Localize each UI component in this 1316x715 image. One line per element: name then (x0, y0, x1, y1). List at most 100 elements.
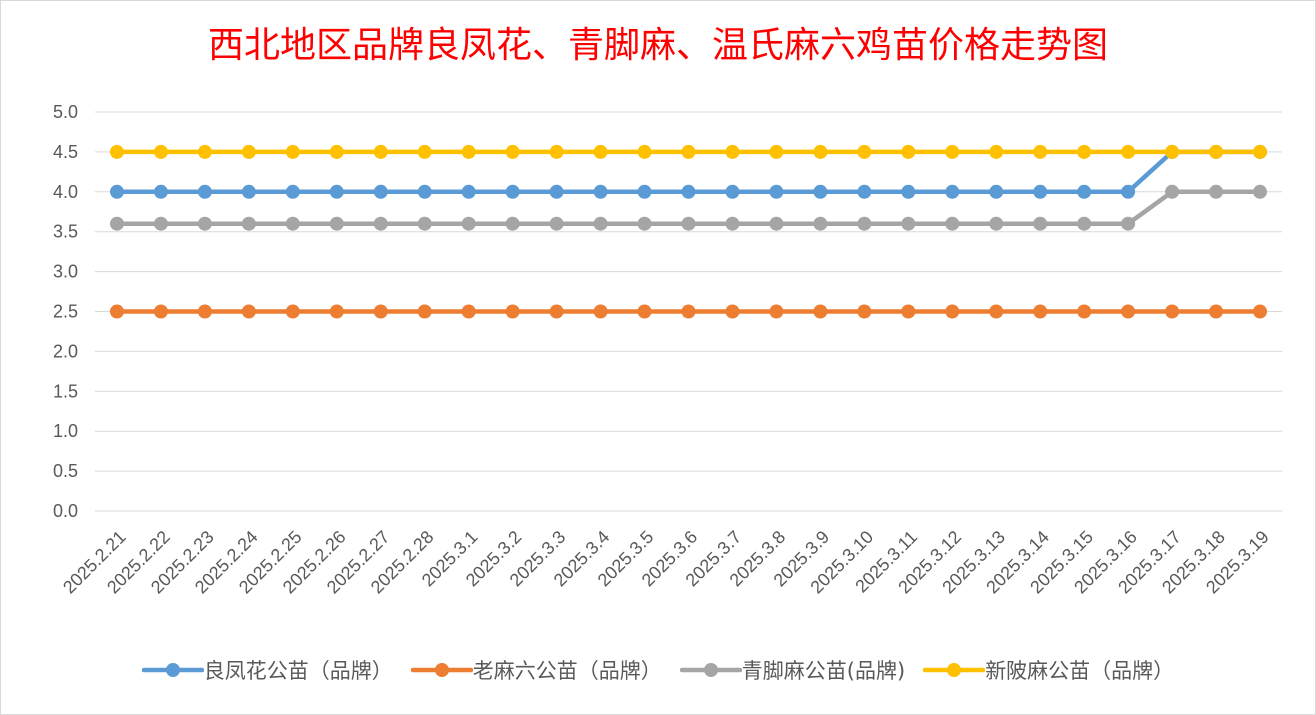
legend-label: 老麻六公苗（品牌） (472, 659, 662, 683)
data-point (769, 184, 784, 199)
data-point (1121, 184, 1136, 199)
data-point (329, 304, 344, 319)
data-point (1077, 304, 1092, 319)
data-point (857, 144, 872, 159)
data-point (813, 144, 828, 159)
data-point (241, 144, 256, 159)
data-point (417, 184, 432, 199)
data-point (241, 216, 256, 231)
data-point (769, 304, 784, 319)
series-lines (109, 144, 1268, 319)
data-point (857, 216, 872, 231)
data-point (1121, 216, 1136, 231)
data-point (505, 144, 520, 159)
data-point (505, 216, 520, 231)
data-point (989, 304, 1004, 319)
data-point (1165, 304, 1180, 319)
data-point (593, 304, 608, 319)
data-point (373, 184, 388, 199)
data-point (593, 216, 608, 231)
data-point (681, 304, 696, 319)
data-point (1121, 304, 1136, 319)
data-point (1077, 184, 1092, 199)
data-point (549, 216, 564, 231)
data-point (197, 144, 212, 159)
data-point (461, 184, 476, 199)
data-point (1077, 144, 1092, 159)
data-point (1209, 184, 1224, 199)
data-point (1033, 184, 1048, 199)
data-point (813, 216, 828, 231)
data-point (285, 304, 300, 319)
y-tick-label: 4.0 (53, 182, 78, 202)
legend-label: 青脚麻公苗(品牌) (741, 659, 906, 683)
data-point (1077, 216, 1092, 231)
legend-item: 新陂麻公苗（品牌） (923, 655, 1174, 685)
data-point (329, 144, 344, 159)
data-point (241, 184, 256, 199)
legend-item: 良凤花公苗（品牌） (141, 655, 393, 685)
data-point (505, 184, 520, 199)
data-point (1209, 144, 1224, 159)
data-point (637, 216, 652, 231)
y-tick-label: 2.5 (53, 302, 78, 322)
data-point (901, 144, 916, 159)
data-point (417, 216, 432, 231)
data-point (901, 216, 916, 231)
data-point (945, 216, 960, 231)
x-axis-ticks: 2025.2.212025.2.222025.2.232025.2.242025… (59, 527, 1273, 598)
data-point (153, 304, 168, 319)
y-tick-label: 3.0 (53, 262, 78, 282)
data-point (549, 304, 564, 319)
data-point (1033, 216, 1048, 231)
y-axis-ticks: 0.0 0.5 1.0 1.5 2.0 2.5 3.0 3.5 4.0 4.5 5.0 (53, 102, 78, 521)
data-point (769, 144, 784, 159)
data-point (989, 184, 1004, 199)
data-point (901, 184, 916, 199)
data-point (725, 304, 740, 319)
data-point (373, 216, 388, 231)
data-point (1253, 144, 1268, 159)
data-point (153, 144, 168, 159)
legend-label: 新陂麻公苗（品牌） (985, 659, 1175, 683)
data-point (197, 216, 212, 231)
data-point (725, 216, 740, 231)
data-point (505, 304, 520, 319)
y-tick-label: 3.5 (53, 222, 78, 242)
data-point (813, 184, 828, 199)
data-point (461, 144, 476, 159)
data-point (857, 304, 872, 319)
data-point (417, 144, 432, 159)
data-point (109, 184, 124, 199)
y-tick-label: 2.0 (53, 341, 78, 361)
data-point (373, 144, 388, 159)
data-point (153, 216, 168, 231)
chart-title: 西北地区品牌良凤花、青脚麻、温氏麻六鸡苗价格走势图 (207, 25, 1108, 66)
data-point (1121, 144, 1136, 159)
data-point (461, 304, 476, 319)
data-point (945, 144, 960, 159)
data-point (285, 216, 300, 231)
data-point (901, 304, 916, 319)
data-point (373, 304, 388, 319)
data-point (197, 304, 212, 319)
y-tick-label: 0.5 (53, 461, 78, 481)
legend-marker (141, 663, 204, 677)
y-tick-label: 5.0 (53, 102, 78, 122)
legend-item: 老麻六公苗（品牌） (410, 655, 662, 685)
data-point (461, 216, 476, 231)
y-tick-label: 1.0 (53, 421, 78, 441)
data-point (637, 144, 652, 159)
series-3 (109, 144, 1268, 159)
legend: 良凤花公苗（品牌） 老麻六公苗（品牌） 青脚麻公苗(品牌) 新陂麻公苗（品牌） (0, 652, 1316, 688)
y-tick-label: 0.0 (53, 501, 78, 521)
legend-marker (679, 663, 742, 677)
data-point (549, 144, 564, 159)
data-point (329, 184, 344, 199)
legend-marker (923, 663, 986, 677)
legend-marker (410, 663, 473, 677)
data-point (1033, 144, 1048, 159)
data-point (109, 144, 124, 159)
